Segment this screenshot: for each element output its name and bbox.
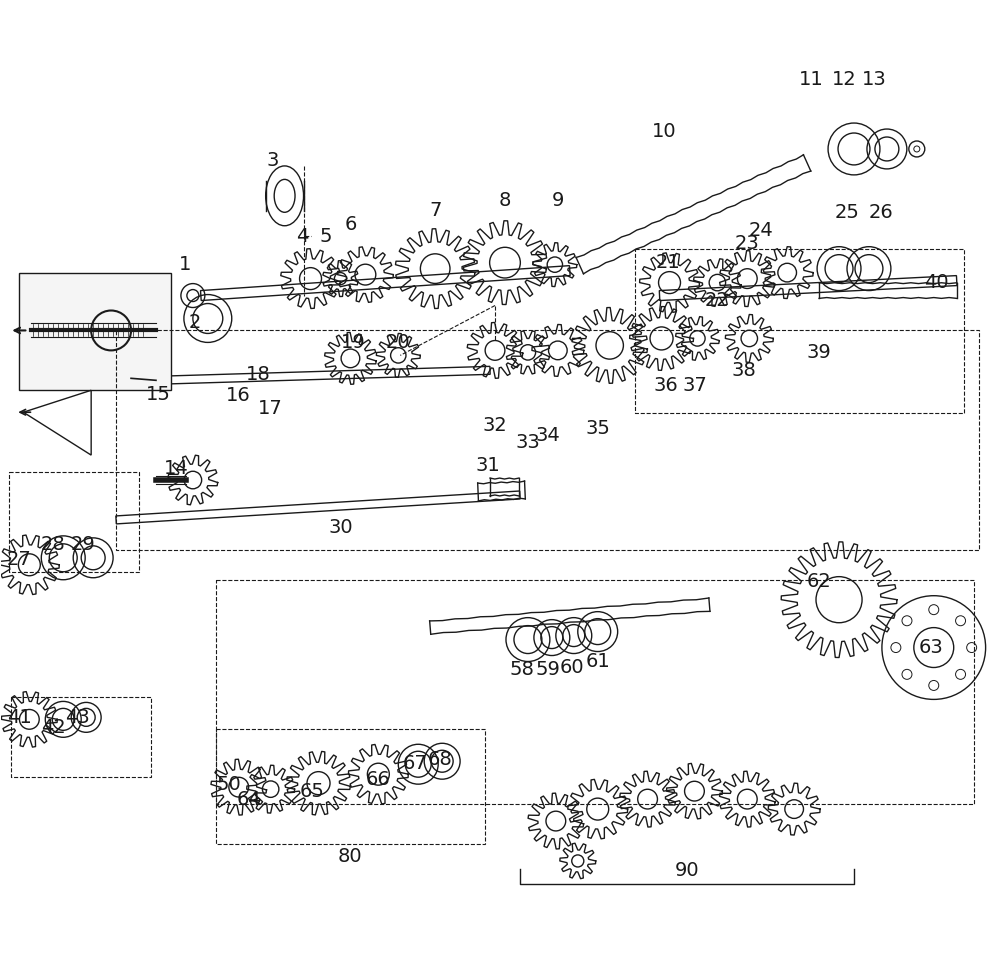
Text: 18: 18: [246, 365, 271, 384]
Text: 80: 80: [338, 848, 363, 866]
Text: 2: 2: [189, 313, 201, 332]
Text: 38: 38: [732, 361, 757, 380]
Text: 61: 61: [585, 652, 610, 671]
Text: 6: 6: [344, 216, 357, 234]
Text: 29: 29: [71, 535, 96, 555]
Text: 34: 34: [535, 425, 560, 445]
Text: 9: 9: [552, 191, 564, 211]
Text: 27: 27: [7, 551, 32, 569]
Text: 62: 62: [807, 572, 831, 591]
Text: 67: 67: [403, 754, 428, 772]
Text: 65: 65: [300, 782, 325, 801]
Text: 36: 36: [653, 375, 678, 395]
Text: 28: 28: [41, 535, 66, 555]
Text: 26: 26: [869, 203, 893, 222]
Bar: [116, 330, 979, 550]
Text: 7: 7: [429, 201, 441, 220]
Text: 32: 32: [483, 416, 507, 435]
Text: 16: 16: [226, 386, 251, 405]
Text: 50: 50: [216, 774, 241, 794]
Text: 24: 24: [749, 221, 774, 240]
Text: 40: 40: [924, 273, 949, 292]
Text: 59: 59: [535, 660, 560, 679]
Text: 68: 68: [428, 750, 453, 768]
Text: 42: 42: [41, 717, 66, 737]
Text: 31: 31: [476, 456, 500, 474]
Text: 39: 39: [807, 343, 831, 362]
Text: 1: 1: [179, 255, 191, 274]
Text: 8: 8: [499, 191, 511, 211]
Text: 14: 14: [164, 459, 188, 477]
Text: 15: 15: [146, 385, 170, 404]
Bar: [9, 472, 139, 571]
Text: 41: 41: [7, 708, 32, 727]
Text: 66: 66: [366, 769, 391, 789]
Text: 20: 20: [386, 333, 411, 352]
Text: 35: 35: [585, 418, 610, 438]
Text: 11: 11: [799, 70, 823, 88]
Text: 4: 4: [296, 227, 309, 246]
Text: 25: 25: [835, 203, 859, 222]
Text: 22: 22: [705, 291, 730, 310]
Text: 37: 37: [682, 375, 707, 395]
Text: 5: 5: [319, 227, 332, 246]
Bar: [216, 729, 485, 844]
Text: 3: 3: [266, 152, 279, 171]
Text: 60: 60: [559, 658, 584, 677]
Text: 23: 23: [735, 234, 760, 253]
Text: 30: 30: [328, 518, 353, 537]
Text: 58: 58: [510, 660, 534, 679]
Text: 64: 64: [236, 790, 261, 808]
Text: 21: 21: [655, 253, 680, 272]
Bar: [11, 698, 151, 777]
Text: 90: 90: [675, 861, 700, 880]
Text: 10: 10: [652, 122, 677, 140]
Text: 63: 63: [918, 638, 943, 657]
Bar: [216, 580, 974, 805]
Text: 19: 19: [341, 333, 366, 352]
Bar: [19, 272, 171, 390]
Bar: [635, 249, 964, 414]
Text: 13: 13: [862, 70, 886, 88]
Text: 33: 33: [516, 432, 540, 452]
Text: 12: 12: [832, 70, 856, 88]
Text: 17: 17: [258, 399, 283, 417]
Text: 43: 43: [65, 708, 90, 727]
